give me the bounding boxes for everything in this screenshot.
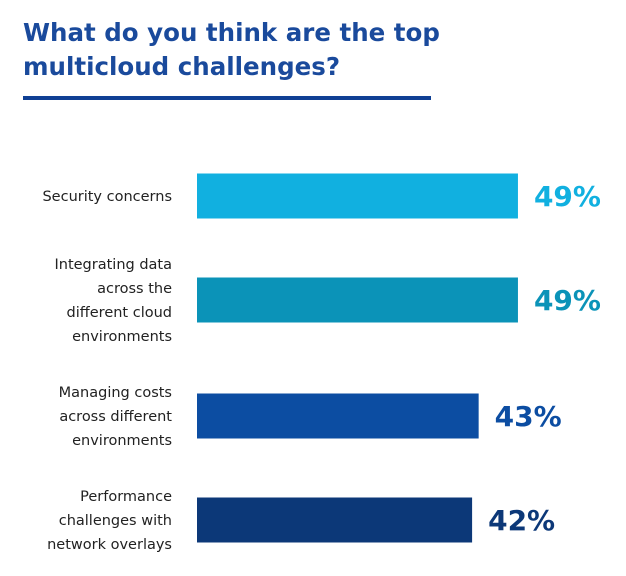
category-label-line: different cloud [67,305,172,321]
category-label-2: Integrating data across the different clou… [54,257,172,345]
title-line-2: multicloud challenges? [23,52,341,81]
category-label-line: environments [72,433,172,449]
category-label-line: Performance [80,489,172,505]
bar-2 [197,277,518,323]
title-underline [23,96,431,100]
category-label-line: across different [59,409,172,425]
category-label-4: Performance challenges with network overla… [47,489,172,553]
category-label-line: across the [97,281,172,297]
category-label-line: Managing costs [59,385,172,401]
value-label-1: 49% [534,180,601,213]
category-label-3: Managing costs across different environmen… [59,385,173,449]
category-label-line: challenges with [59,513,172,529]
bar-3 [197,393,479,439]
category-label-line: Integrating data [54,257,172,273]
category-label-line: network overlays [47,537,172,553]
category-label-1: Security concerns [42,189,172,205]
value-label-3: 43% [495,400,562,433]
value-label-4: 42% [488,504,555,537]
value-label-2: 49% [534,284,601,317]
category-label-line: Security concerns [42,189,172,205]
bar-1 [197,173,518,219]
chart-title: What do you think are the top multicloud… [23,16,543,84]
title-line-1: What do you think are the top [23,18,440,47]
bar-4 [197,497,473,543]
category-label-line: environments [72,329,172,345]
